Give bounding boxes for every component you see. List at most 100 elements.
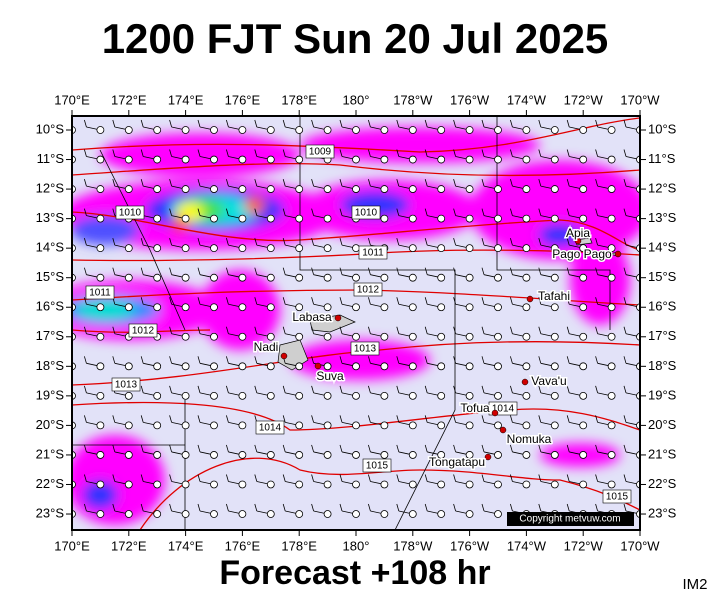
station	[550, 273, 559, 282]
station	[607, 362, 616, 371]
footer-tag: IM2	[682, 576, 707, 593]
wind-barb	[368, 326, 371, 334]
longitude-label: 178°E	[281, 538, 317, 553]
wind-barb	[424, 415, 428, 423]
wind-barb	[311, 119, 314, 128]
wind-barb	[595, 178, 598, 187]
wind-barb	[226, 297, 229, 305]
wind-barb	[84, 119, 87, 128]
station	[124, 451, 133, 459]
station	[437, 303, 446, 312]
wind-barb	[140, 356, 144, 364]
station	[153, 362, 162, 371]
wind-barb	[424, 238, 428, 246]
longitude-label: 170°E	[54, 538, 90, 553]
station	[124, 391, 133, 400]
latitude-label: 18°S	[36, 358, 65, 373]
wind-barb	[538, 119, 542, 128]
wind-barb	[396, 178, 400, 187]
station	[181, 126, 190, 134]
station	[607, 391, 616, 400]
wind-barb	[595, 356, 598, 364]
station	[380, 303, 389, 312]
longitude-label: 174°W	[507, 92, 547, 107]
longitude-label: 178°W	[393, 538, 433, 553]
wind-barb	[112, 238, 116, 246]
wind-barb	[226, 149, 229, 157]
station	[607, 480, 616, 489]
wind-barb	[396, 149, 400, 157]
station	[238, 273, 247, 282]
longitude-label: 174°E	[168, 92, 204, 107]
wind-barb	[368, 297, 371, 305]
wind-barb	[311, 415, 314, 423]
station	[266, 391, 275, 400]
wind-barb	[169, 297, 172, 305]
wind-barb	[623, 297, 627, 305]
wind-barb	[481, 267, 485, 275]
station	[550, 391, 559, 400]
station	[352, 451, 360, 459]
station	[494, 451, 502, 459]
station	[607, 214, 616, 223]
isobar-label: 1010	[355, 208, 378, 219]
station	[124, 303, 133, 312]
station	[210, 273, 218, 282]
station	[210, 421, 218, 430]
station	[550, 362, 559, 371]
wind-barb	[339, 474, 343, 482]
wind-barb	[538, 267, 542, 275]
wind-barb	[339, 119, 343, 128]
station	[238, 126, 247, 134]
wind-barb	[84, 385, 87, 393]
wind-barb	[368, 178, 371, 187]
station	[380, 155, 389, 164]
station	[408, 480, 417, 489]
longitude-label: 172°W	[564, 92, 604, 107]
station	[352, 480, 360, 489]
wind-barb	[169, 385, 172, 393]
longitude-label: 176°W	[450, 92, 490, 107]
wind-barb	[254, 178, 258, 187]
wind-barb	[311, 178, 314, 187]
isobar-label: 1014	[259, 423, 282, 434]
station	[153, 185, 162, 193]
latitude-label: 12°S	[36, 181, 65, 196]
station	[465, 362, 474, 371]
station	[323, 421, 332, 430]
wind-barb	[311, 238, 314, 246]
station	[550, 155, 559, 164]
latitude-label: 15°S	[648, 269, 677, 284]
latitude-label: 18°S	[648, 358, 677, 373]
station	[210, 332, 218, 341]
wind-barb	[197, 474, 201, 482]
station	[96, 244, 105, 253]
longitude-label: 174°W	[507, 538, 547, 553]
station	[380, 332, 389, 341]
station	[437, 451, 446, 459]
wind-barb	[84, 297, 87, 305]
wind-barb	[595, 415, 598, 423]
isobar-label-box	[111, 377, 141, 392]
wind-barb	[254, 238, 258, 246]
wind-barb	[254, 119, 258, 128]
wind-barb	[84, 444, 87, 453]
wind-barb	[339, 178, 343, 187]
station	[295, 303, 304, 312]
wind-barb	[84, 356, 87, 364]
wind-barb	[566, 119, 570, 128]
isobar-label-box	[358, 245, 388, 260]
wind-barb	[623, 356, 627, 364]
latitude-label: 14°S	[648, 240, 677, 255]
station	[380, 273, 389, 282]
wind-barb	[226, 356, 229, 364]
wind-barb	[254, 297, 258, 305]
station	[550, 214, 559, 223]
station	[380, 421, 389, 430]
station	[550, 185, 559, 193]
wind-barb	[282, 444, 286, 453]
wind-barb	[311, 356, 314, 364]
wind-barb	[140, 474, 144, 482]
wind-barb	[623, 238, 627, 246]
station	[550, 480, 559, 489]
